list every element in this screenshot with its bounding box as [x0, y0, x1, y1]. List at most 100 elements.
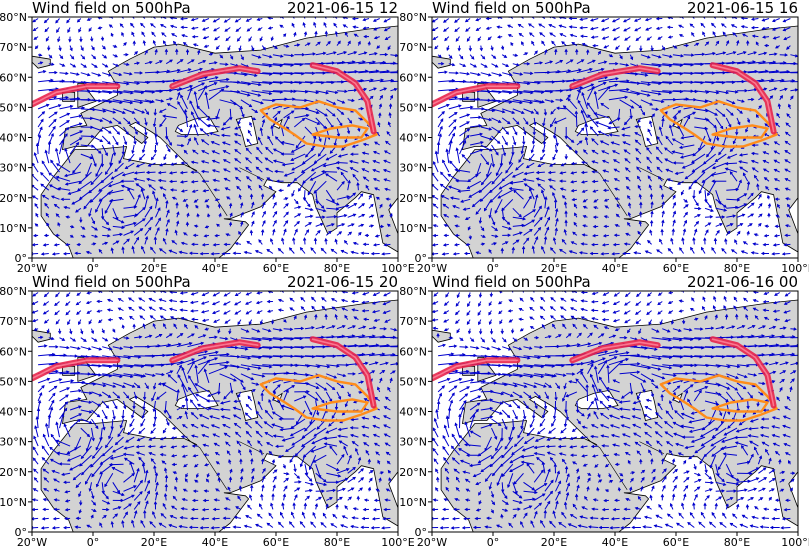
- wind-vector-head: [37, 399, 42, 404]
- wind-vector-head: [185, 474, 189, 478]
- wind-vector-head: [777, 103, 781, 107]
- wind-vector: [59, 387, 70, 393]
- wind-vector-head: [119, 23, 123, 27]
- wind-vector-head: [139, 479, 143, 484]
- wind-vector-head: [226, 77, 230, 82]
- wind-vector: [619, 99, 634, 109]
- wind-vector: [729, 171, 738, 182]
- wind-vector: [69, 142, 79, 155]
- wind-vector-head: [599, 140, 604, 144]
- wind-vector-head: [89, 156, 94, 160]
- wind-vector: [512, 72, 523, 75]
- wind-vector-head: [246, 240, 250, 245]
- wind-vector: [384, 150, 391, 155]
- wind-vector-head: [784, 140, 788, 145]
- wind-vector-head: [66, 451, 70, 454]
- wind-vector-head: [38, 53, 43, 57]
- wind-vector-head: [144, 132, 148, 136]
- wind-vector-head: [667, 247, 672, 252]
- wind-vector-head: [574, 149, 579, 154]
- wind-vector-head: [179, 180, 184, 184]
- wind-vector-head: [264, 409, 269, 414]
- wind-vector-head: [531, 141, 536, 145]
- wind-vector-head: [480, 141, 484, 145]
- wind-vector: [326, 198, 339, 206]
- wind-vector: [640, 63, 661, 67]
- wind-vector-head: [272, 434, 277, 438]
- wind-vector-head: [92, 220, 96, 225]
- wind-vector-head: [277, 384, 281, 388]
- wind-vector: [112, 400, 118, 409]
- wind-vector-head: [635, 157, 639, 161]
- x-tick-label: 80°E: [724, 262, 750, 275]
- wind-vector-head: [64, 401, 69, 405]
- wind-vector-head: [204, 199, 208, 203]
- wind-vector-head: [190, 434, 195, 438]
- wind-vector: [290, 418, 306, 429]
- wind-vector-head: [271, 458, 276, 463]
- wind-vector: [635, 148, 642, 155]
- wind-vector-head: [738, 179, 742, 183]
- wind-vector-head: [155, 481, 159, 486]
- wind-vector-head: [313, 190, 317, 194]
- wind-vector-head: [80, 47, 84, 52]
- wind-vector-head: [773, 178, 778, 182]
- wind-vector-head: [603, 81, 607, 86]
- wind-vector-head: [176, 211, 180, 215]
- wind-vector-head: [190, 516, 194, 521]
- wind-vector-head: [322, 215, 326, 219]
- wind-vector-head: [505, 131, 510, 135]
- wind-vector-head: [591, 149, 595, 153]
- wind-vector: [283, 54, 294, 57]
- wind-vector-head: [786, 203, 791, 208]
- wind-vector-head: [621, 133, 625, 137]
- wind-vector-head: [129, 101, 134, 105]
- wind-vector-head: [64, 490, 68, 494]
- wind-vector: [272, 211, 278, 218]
- wind-vector: [361, 160, 370, 164]
- wind-vector-head: [591, 138, 595, 142]
- wind-vector: [326, 472, 341, 477]
- wind-vector-head: [35, 142, 40, 147]
- wind-vector-head: [601, 36, 606, 40]
- wind-vector: [736, 203, 747, 209]
- wind-vector-head: [498, 186, 503, 190]
- wind-vector-head: [453, 125, 457, 130]
- wind-vector-head: [100, 216, 105, 220]
- wind-vector: [772, 27, 780, 31]
- wind-vector: [123, 494, 135, 501]
- wind-vector-head: [251, 211, 255, 215]
- wind-vector: [180, 18, 188, 20]
- wind-vector-head: [541, 40, 545, 44]
- wind-vector-head: [160, 512, 164, 517]
- wind-vector: [651, 81, 672, 84]
- y-tick-label: 50°N: [399, 101, 427, 114]
- wind-vector: [131, 17, 135, 19]
- wind-vector: [198, 82, 217, 92]
- wind-vector-head: [164, 136, 169, 140]
- wind-vector: [379, 62, 396, 65]
- wind-vector: [150, 427, 156, 434]
- wind-vector-head: [256, 513, 261, 517]
- wind-vector: [304, 199, 311, 207]
- wind-vector-head: [138, 157, 143, 161]
- wind-vector-head: [155, 491, 159, 495]
- wind-vector-head: [572, 231, 576, 235]
- y-tick-label: 70°N: [0, 41, 27, 54]
- wind-vector-head: [590, 35, 595, 39]
- wind-vector-head: [650, 47, 654, 52]
- wind-vector-head: [560, 163, 565, 167]
- wind-vector: [646, 156, 652, 164]
- wind-vector-head: [49, 55, 53, 59]
- wind-vector-head: [341, 100, 346, 104]
- wind-vector: [640, 81, 661, 85]
- wind-vector-head: [570, 171, 574, 175]
- wind-vector-head: [716, 137, 720, 142]
- wind-vector-head: [610, 141, 615, 145]
- wind-vector-head: [90, 38, 94, 42]
- wind-vector: [223, 159, 231, 164]
- wind-vector-head: [156, 396, 160, 400]
- wind-vector-head: [72, 170, 76, 174]
- wind-vector: [736, 99, 745, 103]
- wind-vector: [461, 154, 471, 164]
